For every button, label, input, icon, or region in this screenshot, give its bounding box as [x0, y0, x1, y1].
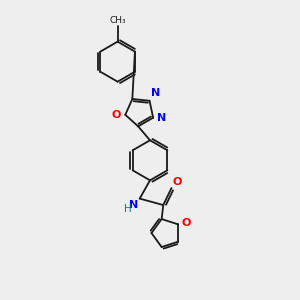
Text: CH₃: CH₃ [109, 16, 126, 25]
Text: N: N [151, 88, 160, 98]
Text: H: H [124, 204, 132, 214]
Text: N: N [129, 200, 138, 210]
Text: N: N [157, 113, 166, 123]
Text: O: O [182, 218, 191, 228]
Text: O: O [173, 176, 182, 187]
Text: O: O [112, 110, 121, 120]
